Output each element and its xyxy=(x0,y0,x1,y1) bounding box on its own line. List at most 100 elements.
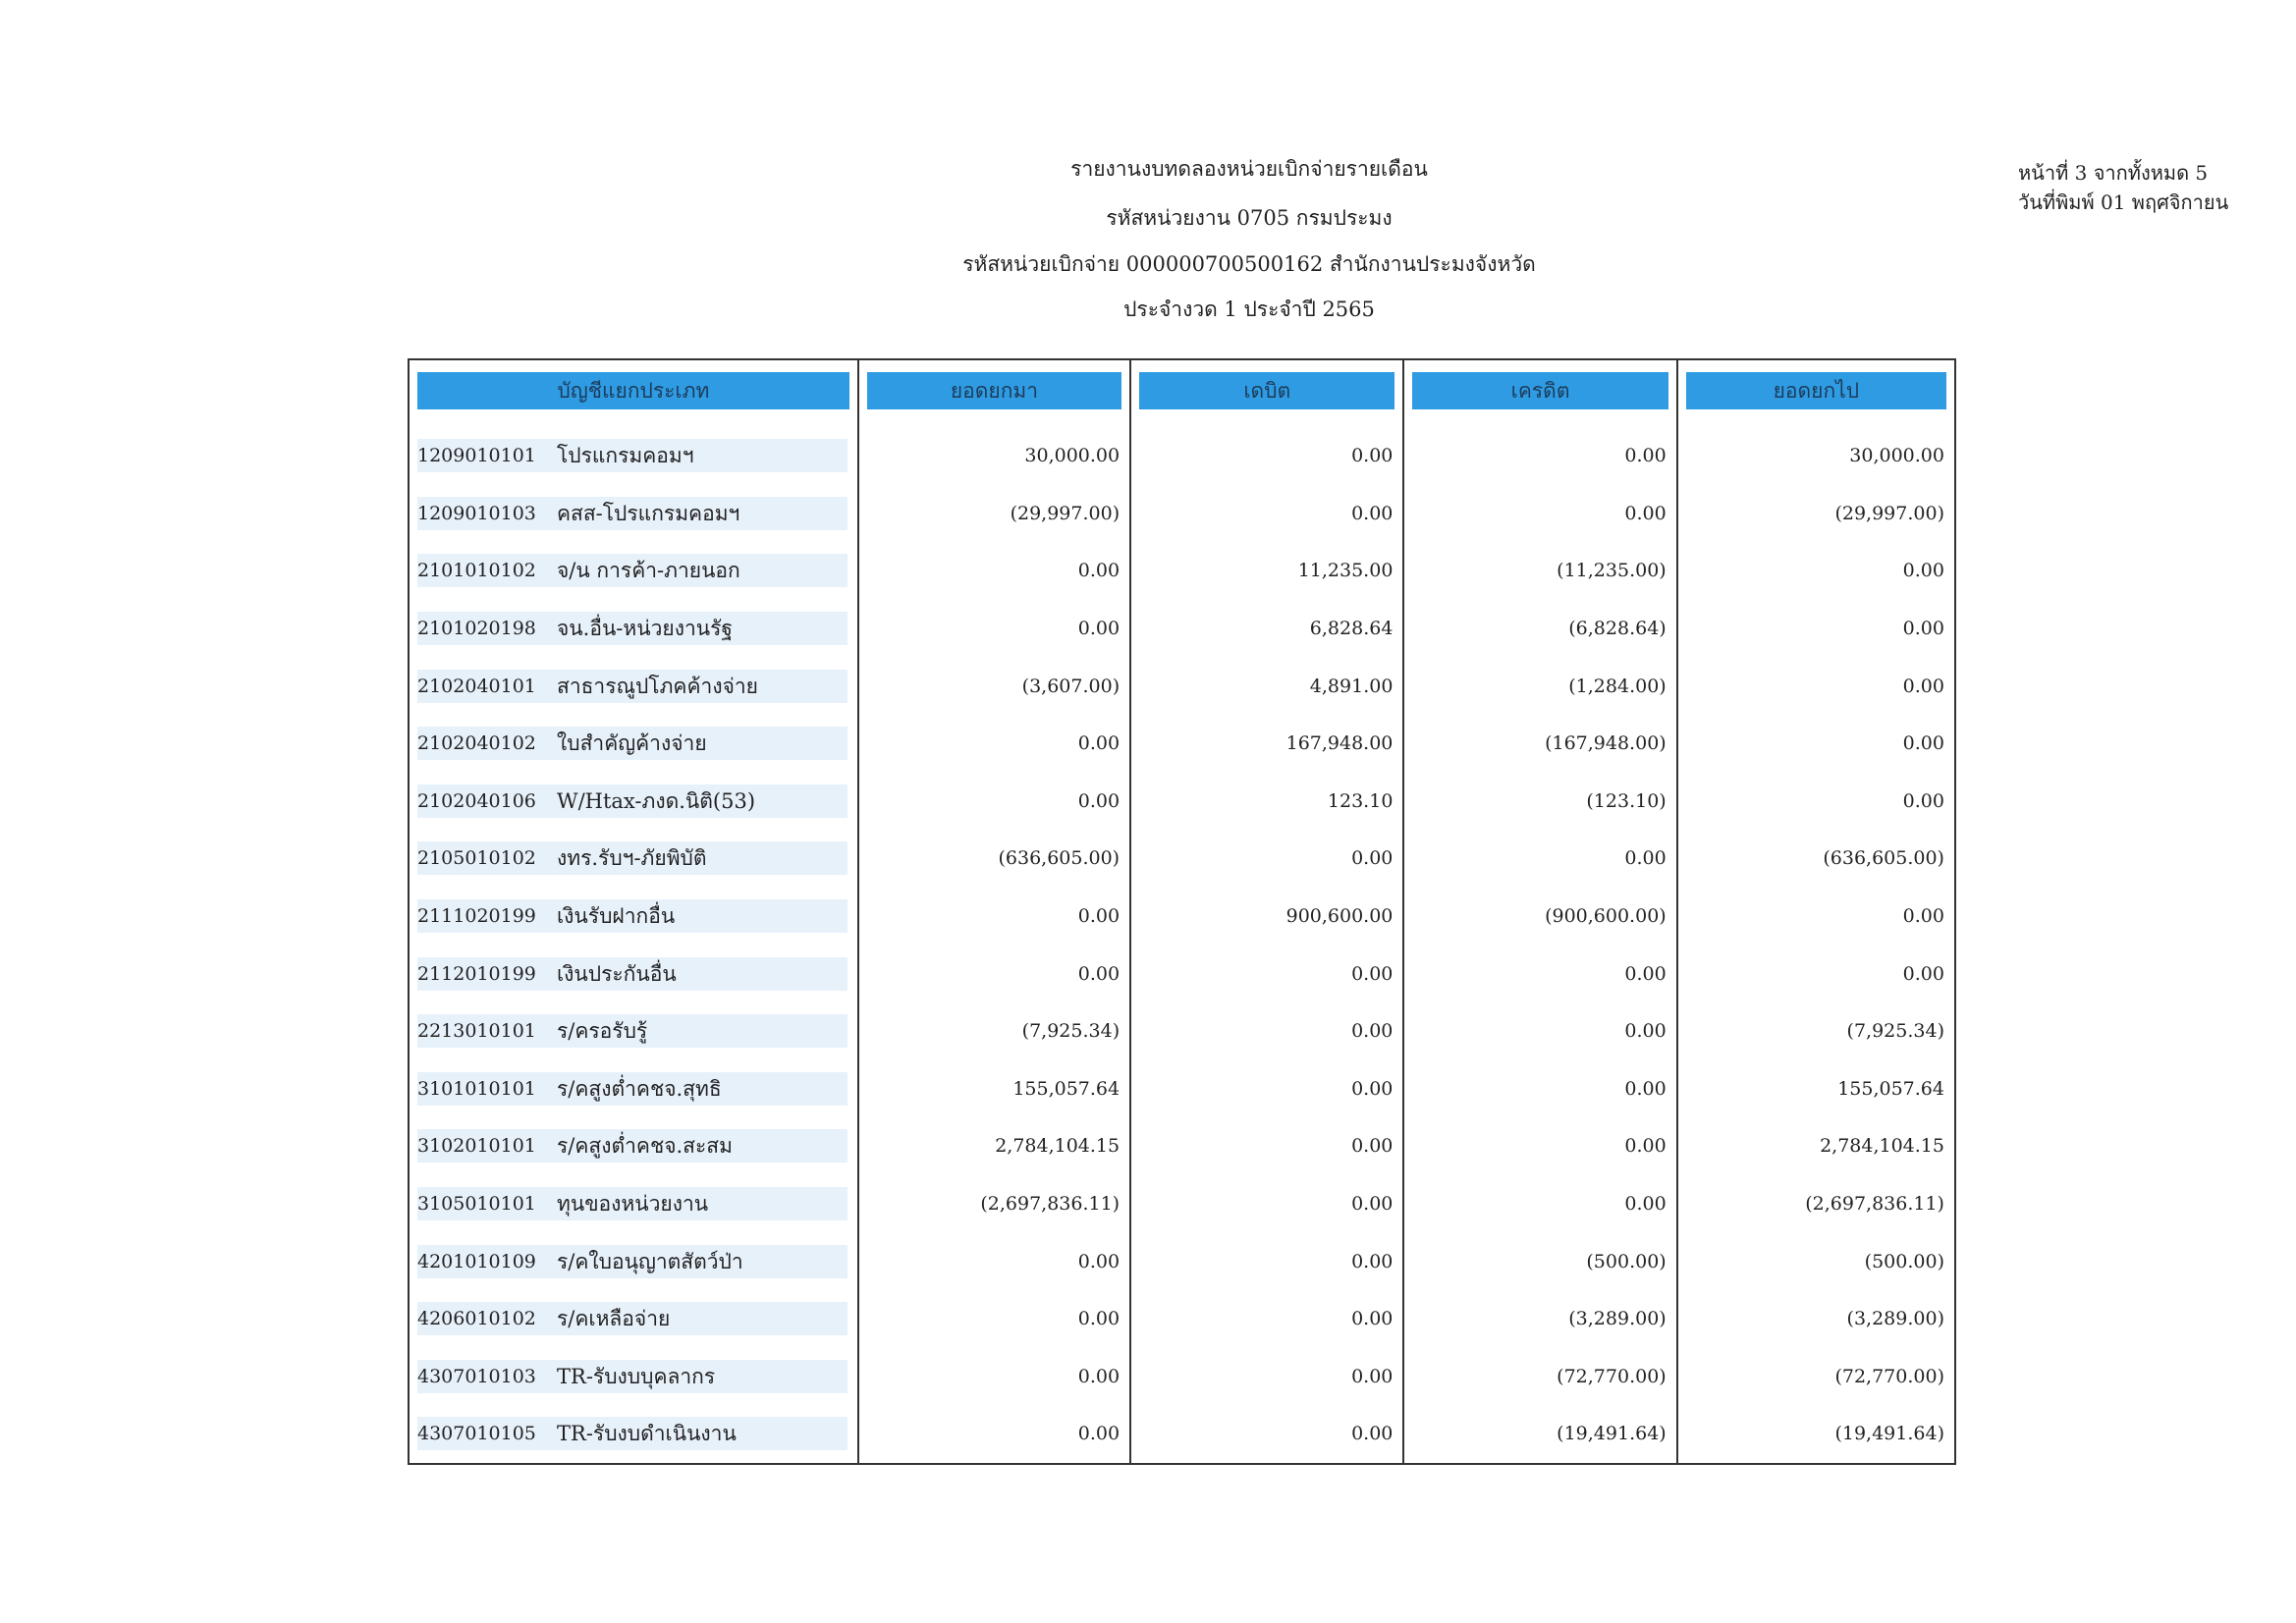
amount-cell: (2,697,836.11) xyxy=(1805,1193,1944,1216)
account-name: จ/น การค้า-ภายนอก xyxy=(551,554,847,588)
amount-cell: 6,828.64 xyxy=(1131,599,1405,658)
amount-cell: (500.00) xyxy=(1864,1250,1944,1272)
report-title: รายงานงบทดลองหน่วยเบิกจ่ายรายเดือน xyxy=(1070,157,1428,181)
header-cell: เดบิต xyxy=(1131,360,1405,427)
account-code: 2111020199 xyxy=(417,899,551,934)
amount-cell: 0.00 xyxy=(1902,789,1944,812)
amount-cell: 0.00 xyxy=(859,887,1132,946)
account-code: 3102010101 xyxy=(417,1129,551,1163)
amount-cell: 2,784,104.15 xyxy=(859,1117,1132,1175)
column-header: เดบิต xyxy=(1139,372,1395,409)
column-header: ยอดยกมา xyxy=(866,372,1122,409)
amount-cell: (167,948.00) xyxy=(1404,714,1678,773)
account-name: ร/คใบอนุญาตสัตว์ป่า xyxy=(551,1244,847,1278)
amount-cell: 167,948.00 xyxy=(1131,714,1405,773)
account-code: 4307010103 xyxy=(417,1359,551,1393)
amount-cell: (2,697,836.11) xyxy=(859,1174,1132,1233)
amount-cell: (19,491.64) xyxy=(1404,1405,1678,1463)
table-row: 3105010101 ทุนของหน่วยงาน (2,697,836.11) 0.… xyxy=(410,1174,1954,1233)
table-row: 2213010101 ร/ครอรับรู้ (7,925.34) 0.00 0.00(… xyxy=(410,1001,1954,1060)
amount-cell: 11,235.00 xyxy=(1131,542,1405,600)
account-cell: 3101010101 ร/คสูงต่ำคชจ.สุทธิ xyxy=(410,1059,859,1118)
account-name: งทร.รับฯ-ภัยพิบัติ xyxy=(551,841,847,876)
amount-cell: 0.00 xyxy=(1131,1059,1405,1118)
amount-cell: (1,284.00) xyxy=(1404,657,1678,715)
table-row: 1209010103 คสส-โปรแกรมคอมฯ (29,997.00) 0.00… xyxy=(410,484,1954,543)
amount-cell: 0.00 xyxy=(1902,675,1944,697)
account-name: จน.อื่น-หน่วยงานรัฐ xyxy=(551,612,847,646)
amount-cell: (636,605.00) xyxy=(1823,847,1944,870)
account-code: 2102040106 xyxy=(417,784,551,818)
amount-cell: 0.00 xyxy=(1404,1001,1678,1060)
account-code: 2101020198 xyxy=(417,612,551,646)
amount-cell: 0.00 xyxy=(1404,830,1678,888)
table-row: 2101020198 จน.อื่น-หน่วยงานรัฐ 0.00 6,828.6… xyxy=(410,599,1954,658)
column-header: บัญชีแยกประเภท xyxy=(417,372,849,409)
amount-cell: 155,057.64 xyxy=(1837,1077,1944,1100)
amount-cell: 0.00 xyxy=(1404,484,1678,543)
account-cell: 4206010102 ร/คเหลือจ่าย xyxy=(410,1289,859,1348)
amount-cell: (3,289.00) xyxy=(1846,1308,1944,1330)
amount-cell: 30,000.00 xyxy=(859,427,1132,485)
amount-cell: 0.00 xyxy=(1131,1117,1405,1175)
amount-cell: 0.00 xyxy=(1131,1405,1405,1463)
amount-cell: 0.00 xyxy=(859,1405,1132,1463)
amount-cell: 0.00 xyxy=(859,714,1132,773)
amount-cell: (72,770.00) xyxy=(1404,1347,1678,1406)
table-row: 2111020199 เงินรับฝากอื่น 0.00 900,600.00 (9… xyxy=(410,887,1954,946)
account-code: 4206010102 xyxy=(417,1302,551,1336)
amount-cell: 0.00 xyxy=(859,542,1132,600)
amount-cell: (500.00) xyxy=(1404,1232,1678,1290)
amount-cell: 0.00 xyxy=(1131,1232,1405,1290)
amount-cell: 30,000.00 xyxy=(1849,445,1944,467)
amount-cell: 0.00 xyxy=(1404,1174,1678,1233)
account-cell: 2112010199 เงินประกันอื่น xyxy=(410,945,859,1002)
account-cell: 4307010105 TR-รับงบดำเนินงาน xyxy=(410,1405,859,1463)
amount-cell: 0.00 xyxy=(1404,945,1678,1002)
account-name: ร/ครอรับรู้ xyxy=(551,1014,847,1049)
header-cell: บัญชีแยกประเภท xyxy=(410,360,859,427)
amount-cell: 0.00 xyxy=(859,1347,1132,1406)
table-row: 2105010102 งทร.รับฯ-ภัยพิบัติ (636,605.00)… xyxy=(410,830,1954,888)
amount-cell: (29,997.00) xyxy=(1834,502,1944,524)
header-row: บัญชีแยกประเภท ยอดยกมา เดบิต เครดิต ยอดยกไป xyxy=(410,360,1954,427)
account-cell: 2213010101 ร/ครอรับรู้ xyxy=(410,1001,859,1060)
amount-cell: (29,997.00) xyxy=(859,484,1132,543)
account-code: 2101010102 xyxy=(417,554,551,588)
amount-cell: (3,607.00) xyxy=(859,657,1132,715)
table-row: 2102040101 สาธารณูปโภคค้างจ่าย (3,607.00) 4… xyxy=(410,657,1954,715)
print-date: วันที่พิมพ์ 01 พฤศจิกายน xyxy=(2018,190,2229,214)
account-name: คสส-โปรแกรมคอมฯ xyxy=(551,496,847,530)
amount-cell: (123.10) xyxy=(1404,772,1678,831)
amount-cell: 0.00 xyxy=(1131,1174,1405,1233)
amount-cell: 0.00 xyxy=(1131,1347,1405,1406)
account-code: 3105010101 xyxy=(417,1187,551,1221)
header-cell: ยอดยกมา xyxy=(859,360,1132,427)
account-name: เงินรับฝากอื่น xyxy=(551,899,847,934)
account-name: ร/คเหลือจ่าย xyxy=(551,1302,847,1336)
header-cell: เครดิต xyxy=(1404,360,1678,427)
amount-cell: (900,600.00) xyxy=(1404,887,1678,946)
table-row: 4307010105 TR-รับงบดำเนินงาน 0.00 0.00 (19,4… xyxy=(410,1405,1954,1463)
amount-cell: (72,770.00) xyxy=(1834,1365,1944,1387)
table-row: 3102010101 ร/คสูงต่ำคชจ.สะสม 2,784,104.15 0… xyxy=(410,1117,1954,1175)
account-cell: 1209010103 คสส-โปรแกรมคอมฯ xyxy=(410,484,859,543)
disburse-unit: รหัสหน่วยเบิกจ่าย 000000700500162 สำนักง… xyxy=(962,252,1536,276)
amount-cell: 0.00 xyxy=(1902,618,1944,640)
column-header: ยอดยกไป xyxy=(1685,372,1946,409)
account-name: TR-รับงบดำเนินงาน xyxy=(551,1417,847,1451)
account-code: 2102040101 xyxy=(417,669,551,703)
amount-cell: 0.00 xyxy=(1404,1117,1678,1175)
amount-cell: (636,605.00) xyxy=(859,830,1132,888)
amount-cell: 0.00 xyxy=(1902,732,1944,755)
account-cell: 2101010102 จ/น การค้า-ภายนอก xyxy=(410,542,859,600)
amount-cell: (19,491.64) xyxy=(1834,1423,1944,1445)
page-number: หน้าที่ 3 จากทั้งหมด 5 xyxy=(2018,161,2209,185)
amount-cell: (3,289.00) xyxy=(1404,1289,1678,1348)
account-code: 3101010101 xyxy=(417,1071,551,1106)
account-cell: 2102040106 W/Htax-ภงด.นิติ(53) xyxy=(410,772,859,831)
amount-cell: 0.00 xyxy=(1902,560,1944,582)
table-row: 3101010101 ร/คสูงต่ำคชจ.สุทธิ 155,057.64 0.… xyxy=(410,1059,1954,1118)
amount-cell: (7,925.34) xyxy=(859,1001,1132,1060)
